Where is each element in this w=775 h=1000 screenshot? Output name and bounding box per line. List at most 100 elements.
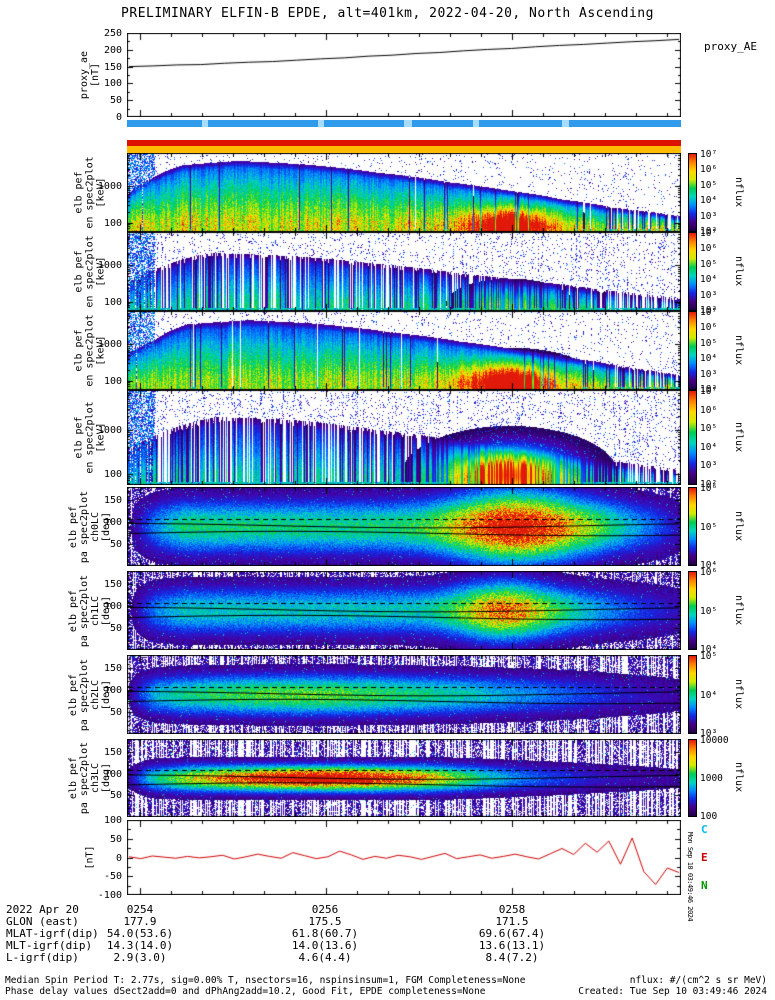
pitch-y-tick-label: 100 <box>103 685 122 697</box>
colorbar-tick-label: 10⁵ <box>700 258 718 270</box>
pitch-angle-spectrogram-ch3LC <box>127 739 681 817</box>
energy-y-tick-label: 100 <box>103 217 122 229</box>
colorbar-title: nflux <box>733 678 744 709</box>
colorbar-tick-label: 10³ <box>700 289 718 301</box>
colorbar-title: nflux <box>733 255 744 286</box>
energy-y-tick-label: 1000 <box>97 259 122 271</box>
x-tick-label: 0254 <box>126 903 154 916</box>
side-timestamp: Mon Sep 10 03:49:46 2024 <box>686 832 694 922</box>
ylab-line: en spec2plot <box>84 401 96 474</box>
bottom-y-tick-label: 0 <box>115 852 122 864</box>
pitch-y-tick-label: 150 <box>103 663 122 675</box>
colorbar-tick-label: 10⁴ <box>700 560 718 571</box>
availability-bar <box>127 120 681 127</box>
legend-E: E <box>701 851 708 864</box>
footer-phase-delay: Phase delay values dSect2add=0 and dPhAn… <box>5 986 486 997</box>
colorbar-tick-label: 10⁶ <box>700 164 718 176</box>
energy-y-tick-label: 1000 <box>97 424 122 436</box>
pitch-angle-spectrogram-ch0LC <box>127 487 681 566</box>
colorbar-tick-label: 1000 <box>700 773 723 784</box>
energy-spectrogram-4 <box>127 390 681 485</box>
colorbar-tick-label: 10⁵ <box>700 337 718 349</box>
colorbar-tick-label: 10⁶ <box>700 483 718 494</box>
mlat-value: 61.8(60.7) <box>291 927 359 940</box>
ylab-unit: [keV] <box>95 422 107 453</box>
footer-created: Created: Tue Sep 10 03:49:46 2024 <box>578 986 767 997</box>
availability-segment <box>473 120 479 127</box>
glon-value: 177.9 <box>123 915 157 928</box>
xaxis-row-mlat: MLAT-igrf(dip) <box>6 927 99 940</box>
colorbar <box>688 232 697 311</box>
bottom-y-tick-label: 100 <box>103 815 122 826</box>
proxy-y-tick-label: 0 <box>115 112 122 123</box>
colorbar <box>688 739 697 817</box>
availability-segment <box>561 120 569 127</box>
proxy-y-tick-label: 50 <box>109 95 122 107</box>
ylab-line: elb pef <box>73 250 85 293</box>
colorbar-title: nflux <box>733 334 744 365</box>
colorbar-tick-label: 10⁷ <box>700 386 718 397</box>
colorbar-tick-label: 10⁴ <box>700 644 718 655</box>
proxy-ylab-unit: [nT] <box>89 62 101 88</box>
status-bar-yellow <box>127 146 681 153</box>
ylab-line: elb pef <box>73 329 85 372</box>
colorbar-tick-label: 10⁴ <box>700 353 718 365</box>
colorbar-title: nflux <box>733 176 744 207</box>
colorbar-tick-label: 10⁶ <box>700 243 718 255</box>
colorbar-tick-label: 10³ <box>700 368 718 380</box>
l-value: 2.9(3.0) <box>113 951 167 964</box>
ylab-line: elb pef <box>73 416 85 459</box>
colorbar <box>688 571 697 650</box>
energy-y-tick-label: 100 <box>103 296 122 308</box>
ylab-line: elb pef <box>73 171 85 214</box>
proxy-y-axis-label-text: proxy_ae [nT] <box>79 51 101 99</box>
proxy-y-tick-label: 150 <box>103 61 122 73</box>
pitch-y-tick-label: 100 <box>103 768 122 780</box>
footer-spin-period: Median Spin Period T: 2.77s, sig=0.00% T… <box>5 975 526 986</box>
glon-value: 175.5 <box>308 915 342 928</box>
footer-units: nflux: #/(cm^2 s sr MeV) <box>629 975 767 986</box>
colorbar-tick-label: 10⁴ <box>700 441 718 453</box>
pitch-y-tick-label: 50 <box>109 790 122 802</box>
colorbar-tick-label: 10⁵ <box>700 605 718 617</box>
x-tick-label: 0256 <box>311 903 339 916</box>
proxy-y-tick-label: 200 <box>103 44 122 56</box>
colorbar-tick-label: 10⁴ <box>700 274 718 286</box>
xaxis-row-l: L-igrf(dip) <box>6 951 79 964</box>
bottom-y-tick-label: -50 <box>103 871 122 883</box>
mlt-value: 13.6(13.1) <box>478 939 546 952</box>
pitch-angle-spectrogram-ch1LC <box>127 571 681 650</box>
colorbar-tick-label: 10² <box>700 384 718 395</box>
mlat-value: 54.0(53.6) <box>106 927 174 940</box>
colorbar-tick-label: 10⁵ <box>700 651 718 662</box>
energy-y-tick-label: 100 <box>103 375 122 387</box>
xaxis-row-glon: GLON (east) <box>6 915 79 928</box>
colorbar-title: nflux <box>733 421 744 452</box>
mlt-value: 14.3(14.0) <box>106 939 174 952</box>
colorbar-tick-label: 10³ <box>700 460 718 472</box>
colorbar <box>688 153 697 232</box>
legend-C: C <box>701 823 708 836</box>
ylab-line: pa spec2plot <box>79 574 90 647</box>
bottom-y-tick-label: -100 <box>97 890 122 901</box>
colorbar-tick-label: 10⁵ <box>700 179 718 191</box>
proxy-y-tick-label: 250 <box>103 28 122 39</box>
xaxis-row-date: 2022 Apr 20 <box>6 903 79 916</box>
colorbar-title: nflux <box>733 594 744 625</box>
energy-y-tick-label: 1000 <box>97 338 122 350</box>
colorbar-tick-label: 10³ <box>700 210 718 222</box>
pitch-y-tick-label: 100 <box>103 517 122 529</box>
colorbar-tick-label: 10⁶ <box>700 404 718 416</box>
page-title: PRELIMINARY ELFIN-B EPDE, alt=401km, 202… <box>121 6 654 21</box>
colorbar-tick-label: 10² <box>700 226 718 237</box>
colorbar-tick-label: 10⁴ <box>700 195 718 207</box>
colorbar-tick-label: 10⁶ <box>700 322 718 334</box>
ylab-line: elb pef <box>68 589 79 632</box>
status-bar-red <box>127 140 681 146</box>
proxy-ylab-line: proxy_ae <box>78 50 90 100</box>
colorbar <box>688 487 697 566</box>
proxy-ae-line-chart <box>127 33 681 117</box>
pitch-y-tick-label: 150 <box>103 579 122 591</box>
colorbar <box>688 390 697 485</box>
